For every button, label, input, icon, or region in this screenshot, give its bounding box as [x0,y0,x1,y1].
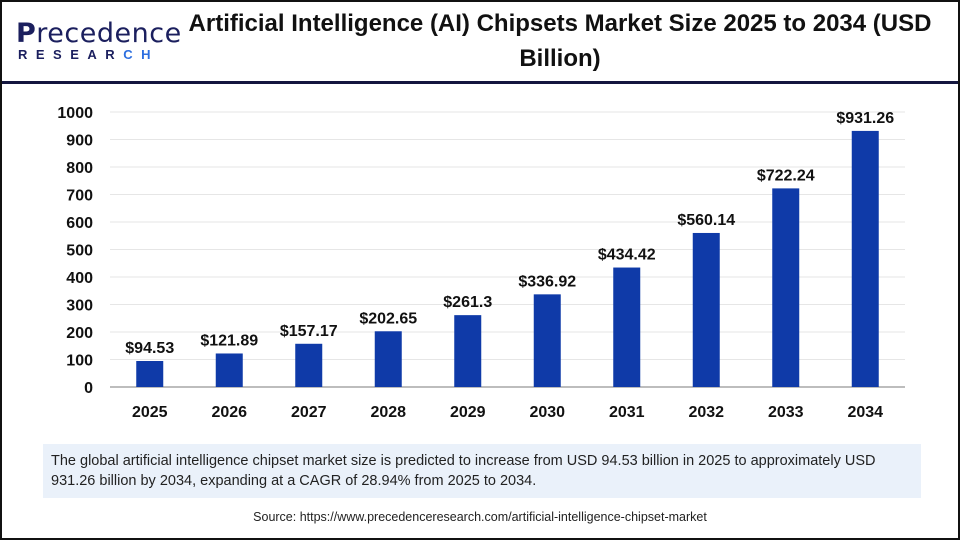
data-label: $202.65 [359,310,417,327]
chart-title: Artificial Intelligence (AI) Chipsets Ma… [188,10,932,72]
y-tick-label: 400 [66,270,93,287]
bar-2030 [533,294,561,387]
x-tick-label: 2029 [450,404,486,421]
data-label: $722.24 [757,167,815,184]
y-tick-label: 600 [66,215,93,232]
x-tick-label: 2032 [688,404,724,421]
bar-2029 [454,315,482,387]
x-tick-label: 2027 [291,404,327,421]
precedence-research-logo: Precedence RESEARCH [16,18,182,62]
header-divider [2,81,958,84]
bar-2026 [215,353,243,387]
data-label: $336.92 [518,273,576,290]
data-label: $121.89 [200,332,258,349]
bar-2028 [374,331,402,387]
bar-chart: 0 100 200 300 400 500 600 700 800 900 1000 $94.53 20… [57,105,905,421]
y-tick-label: 300 [66,298,93,315]
x-tick-label: 2028 [370,404,406,421]
data-label: $434.42 [598,247,656,264]
summary-note: The global artificial intelligence chips… [43,444,921,498]
y-tick-label: 900 [66,133,93,150]
y-tick-label: 200 [66,325,93,342]
y-tick-label: 800 [66,160,93,177]
data-label: $157.17 [280,323,338,340]
y-tick-label: 0 [84,380,93,397]
bar-2027 [295,343,323,387]
y-tick-label: 100 [66,353,93,370]
source-citation: Source: https://www.precedenceresearch.c… [253,510,707,524]
x-tick-label: 2026 [211,404,247,421]
y-tick-label: 500 [66,243,93,260]
y-tick-label: 1000 [57,105,93,122]
x-tick-label: 2033 [768,404,804,421]
x-tick-label: 2030 [529,404,565,421]
x-tick-label: 2031 [609,404,645,421]
data-label: $261.3 [443,294,492,311]
bar-2025 [136,361,164,387]
y-tick-label: 700 [66,188,93,205]
data-label: $94.53 [125,340,174,357]
x-tick-label: 2034 [847,404,883,421]
x-tick-label: 2025 [132,404,168,421]
data-label: $560.14 [677,212,735,229]
data-label: $931.26 [836,110,894,127]
bar-2033 [772,188,800,387]
bar-2034 [851,130,879,387]
bar-2032 [692,232,720,387]
bar-2031 [613,267,641,387]
